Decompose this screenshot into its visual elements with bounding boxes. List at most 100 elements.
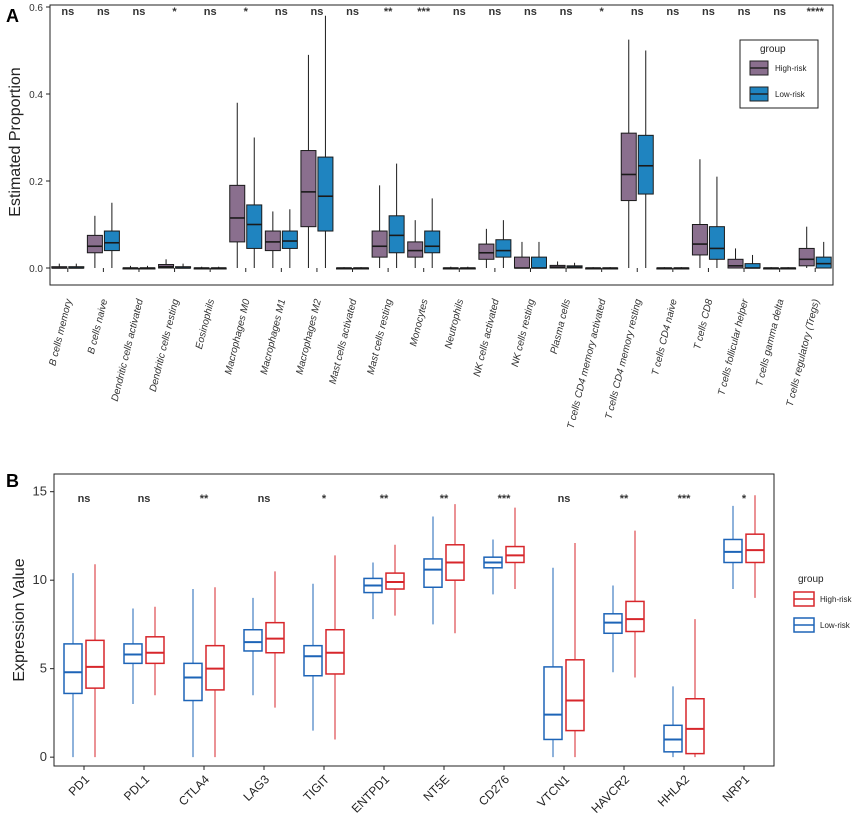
panel-b-category-label-havcr2: HAVCR2 [588, 772, 632, 816]
panel-a-significance-plasma-cells: ns [560, 6, 573, 18]
panel-b-category-label-hhla2: HHLA2 [655, 772, 692, 809]
panel-a-high-risk-t-cells-cd8-box [691, 224, 708, 256]
panel-a-high-risk-nk-cells-activated-box [478, 243, 495, 260]
panel-a-significance-monocytes: *** [417, 6, 431, 18]
panel-a-significance-macrophages-m2: ns [311, 6, 324, 18]
panel-a-low-risk-nk-cells-activated-box [495, 239, 512, 258]
panel-a-y-axis-label: Estimated Proportion [7, 67, 24, 216]
panel-a-ytick-label: 0.6 [29, 3, 43, 14]
panel-a-category-label-nk-cells-activated: NK cells activated [472, 298, 502, 378]
panel-b-significance-tigit: * [322, 493, 327, 505]
panel-b-category-label-nrp1: NRP1 [720, 772, 753, 805]
panel-b-ytick-label: 15 [33, 484, 47, 499]
panel-a-high-risk-b-cells-naive-box [86, 234, 103, 254]
panel-a-category-label-t-cells-cd4-memory-resting: T cells CD4 memory resting [604, 298, 645, 421]
panel-b-legend-label-high: High-risk [820, 595, 853, 604]
panel-b-significance-hhla2: *** [678, 493, 692, 505]
panel-a-significance-t-cells-regulatory-tregs: **** [807, 6, 825, 18]
panel-b-significance-vtcn1: ns [558, 493, 571, 505]
panel-a-high-risk-t-cells-regulatory-tregs-box [798, 247, 815, 267]
panel-a-category-label-macrophages-m2: Macrophages M2 [294, 298, 323, 376]
panel-a-significance-b-cells-naive: ns [97, 6, 110, 18]
panel-a-legend-label-high: High-risk [775, 64, 808, 73]
panel-a-category-label-t-cells-gamma-delta: T cells gamma delta [754, 298, 786, 388]
panel-b-category-label-tigit: TIGIT [301, 772, 333, 804]
panel-b-high-risk-pd1-box [85, 639, 105, 689]
panel-b-significance-pd1: ns [78, 493, 91, 505]
panel-a-low-risk-monocytes-box [424, 230, 441, 254]
panel-b-category-label-pd1: PD1 [66, 772, 93, 799]
panel-b-high-risk-nrp1-box [745, 533, 765, 564]
panel-a-category-label-t-cells-cd8: T cells CD8 [692, 298, 715, 351]
panel-a-plot: 0.0 0.2 0.4 0.6 B cells memory ns B cells naiv… [29, 3, 832, 430]
panel-a-significance-macrophages-m1: ns [275, 6, 288, 18]
panel-b-legend: group High-risk Low-risk [793, 574, 853, 633]
panel-a-low-risk-nk-cells-resting-box [530, 256, 547, 269]
panel-b-category-label-cd276: CD276 [476, 772, 513, 809]
panel-a-significance-eosinophils: ns [204, 6, 217, 18]
panel-a-ytick-label: 0.2 [29, 177, 43, 188]
panel-a-ytick-label: 0.4 [29, 90, 43, 101]
panel-b-low-risk-lag3-box [243, 628, 263, 652]
panel-a-low-risk-t-cells-cd4-memory-resting-box [637, 134, 654, 195]
panel-b-category-label-nt5e: NT5E [421, 772, 453, 804]
panel-a-significance-dendritic-cells-activated: ns [133, 6, 146, 18]
panel-a-category-label-mast-cells-activated: Mast cells activated [328, 298, 360, 386]
panel-a-category-label-nk-cells-resting: NK cells resting [510, 298, 538, 368]
panel-a-significance-t-cells-cd4-memory-activated: * [600, 6, 605, 18]
panel-b-category-label-vtcn1: VTCN1 [534, 772, 572, 810]
panel-a-high-risk-macrophages-m2-box [300, 150, 317, 228]
panel-a-significance-t-cells-cd4-naive: ns [666, 6, 679, 18]
panel-b-low-risk-nt5e-box [423, 558, 443, 589]
panel-a-legend-title: group [760, 44, 786, 55]
panel-b-high-risk-havcr2-box [625, 600, 645, 633]
panel-b-category-label-lag3: LAG3 [241, 772, 273, 804]
panel-a-high-risk-nk-cells-resting-box [513, 256, 530, 269]
panel-b-significance-entpd1: ** [380, 493, 389, 505]
panel-a-high-risk-macrophages-m1-box [264, 230, 281, 252]
panel-b-significance-nt5e: ** [440, 493, 449, 505]
panel-b-low-risk-pd1-box [63, 643, 83, 695]
panel-a-ytick-label: 0.0 [29, 264, 43, 275]
panel-a-low-risk-macrophages-m1-box [281, 230, 298, 249]
panel-b-significance-lag3: ns [258, 493, 271, 505]
panel-a-low-risk-b-cells-naive-box [103, 230, 120, 252]
panel-a-frame [49, 4, 834, 286]
panel-a-category-label-t-cells-regulatory-tregs: T cells regulatory (Tregs) [785, 298, 822, 408]
panel-b-label: B [6, 471, 19, 491]
panel-b-legend-label-low: Low-risk [820, 621, 851, 630]
panel-a-high-risk-mast-cells-resting-box [371, 230, 388, 258]
panel-a-category-label-t-cells-follicular-helper: T cells follicular helper [716, 297, 751, 396]
panel-a-significance-nk-cells-activated: ns [488, 6, 501, 18]
panel-a-significance-nk-cells-resting: ns [524, 6, 537, 18]
panel-b-ytick-label: 10 [33, 572, 47, 587]
panel-a-low-risk-macrophages-m2-box [317, 156, 334, 232]
panel-b-high-risk-vtcn1-box [565, 659, 585, 732]
panel-a-significance-macrophages-m0: * [244, 6, 249, 18]
panel-a-legend-label-low: Low-risk [775, 90, 806, 99]
panel-a-category-label-mast-cells-resting: Mast cells resting [366, 298, 395, 376]
panel-a-category-label-t-cells-cd4-memory-activated: T cells CD4 memory activated [566, 298, 609, 430]
panel-a-legend: group High-risk Low-risk [739, 39, 819, 109]
panel-a-significance-t-cells-gamma-delta: ns [773, 6, 786, 18]
panel-b-frame [53, 473, 775, 767]
panel-a-high-risk-macrophages-m0-box [229, 184, 246, 243]
panel-b-significance-ctla4: ** [200, 493, 209, 505]
panel-a-significance-b-cells-memory: ns [61, 6, 74, 18]
panel-a-category-label-macrophages-m1: Macrophages M1 [259, 298, 288, 376]
panel-a-category-label-eosinophils: Eosinophils [194, 298, 217, 350]
panel-a-high-risk-t-cells-cd4-memory-resting-box [620, 132, 637, 202]
panel-a-category-label-plasma-cells: Plasma cells [549, 298, 573, 355]
panel-a-low-risk-mast-cells-resting-box [388, 215, 405, 254]
panel-b-category-label-pdl1: PDL1 [121, 772, 152, 803]
panel-b-legend-title: group [798, 574, 824, 585]
panel-a-low-risk-macrophages-m0-box [246, 204, 263, 249]
panel-b-significance-havcr2: ** [620, 493, 629, 505]
panel-a-category-label-neutrophils: Neutrophils [443, 298, 466, 350]
panel-b-low-risk-vtcn1-box [543, 666, 563, 741]
panel-b-low-risk-tigit-box [303, 644, 323, 677]
panel-b-ytick-label: 0 [40, 749, 47, 764]
panel-b-ytick-label: 5 [40, 661, 47, 676]
panel-b-category-label-ctla4: CTLA4 [176, 772, 213, 809]
panel-a-category-label-macrophages-m0: Macrophages M0 [223, 298, 252, 376]
